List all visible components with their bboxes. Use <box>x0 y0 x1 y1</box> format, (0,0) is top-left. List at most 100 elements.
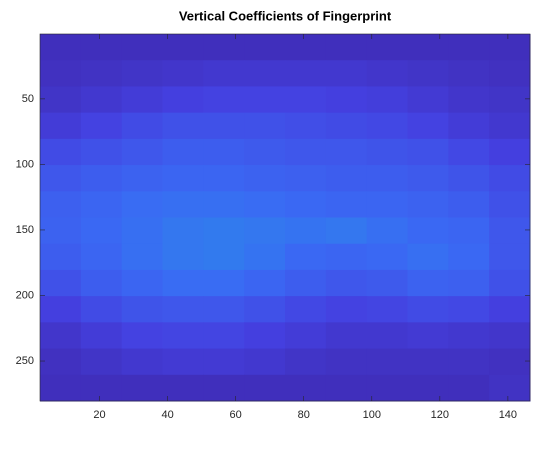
heatmap-cell <box>80 112 123 140</box>
heatmap-cell <box>244 112 286 140</box>
heatmap-cell <box>285 60 327 87</box>
heatmap-cell <box>40 86 82 114</box>
heatmap-cell <box>407 322 449 350</box>
heatmap-cell <box>162 165 204 192</box>
heatmap-cell <box>407 60 449 87</box>
heatmap-cell <box>407 243 449 271</box>
heatmap-cell <box>366 296 408 323</box>
heatmap-cell <box>203 348 245 376</box>
heatmap-cell <box>489 374 531 402</box>
axes: 20 40 60 80 100 120 140 50 100 150 200 250 <box>16 33 531 421</box>
x-tick-label: 60 <box>230 409 242 421</box>
heatmap-cell <box>203 60 245 87</box>
heatmap-cell <box>489 191 531 218</box>
heatmap-cell <box>407 217 449 245</box>
heatmap-cell <box>162 348 204 376</box>
heatmap-cell <box>285 296 327 323</box>
heatmap-cell <box>203 217 245 245</box>
heatmap-cell <box>162 217 204 245</box>
heatmap-cell <box>244 296 286 323</box>
heatmap-cell <box>285 86 327 114</box>
heatmap-cell <box>285 374 327 402</box>
heatmap-cell <box>325 322 368 350</box>
x-tick-label: 40 <box>161 409 173 421</box>
x-tick-label: 20 <box>93 409 105 421</box>
heatmap-cell <box>489 165 531 192</box>
heatmap-cell <box>203 243 245 271</box>
heatmap-cell <box>244 243 286 271</box>
x-tick-label: 120 <box>431 409 449 421</box>
heatmap-cell <box>203 86 245 114</box>
heatmap-cell <box>285 112 327 140</box>
heatmap-cell <box>162 112 204 140</box>
heatmap-cell <box>285 243 327 271</box>
heatmap-cell <box>448 165 490 192</box>
heatmap-cell <box>325 165 368 192</box>
heatmap-cell <box>203 34 245 61</box>
heatmap-cell <box>121 34 163 61</box>
heatmap-cell <box>448 112 490 140</box>
heatmap-cell <box>121 217 163 245</box>
heatmap-cell <box>244 191 286 218</box>
heatmap-cell <box>325 112 368 140</box>
heatmap-cell <box>366 112 408 140</box>
heatmap-cell <box>325 86 368 114</box>
heatmap-cell <box>489 296 531 323</box>
heatmap-cell <box>80 191 123 218</box>
heatmap-cell <box>489 217 531 245</box>
heatmap-cell <box>121 348 163 376</box>
heatmap-cell <box>407 269 449 297</box>
heatmap-cell <box>366 348 408 376</box>
heatmap-cell <box>407 138 449 166</box>
heatmap-cell <box>489 269 531 297</box>
heatmap-cell <box>325 60 368 87</box>
heatmap-cell <box>448 86 490 114</box>
x-tick-label: 140 <box>499 409 517 421</box>
heatmap-cell <box>40 138 82 166</box>
heatmap-cell <box>40 112 82 140</box>
heatmap-cell <box>366 243 408 271</box>
heatmap-cell <box>203 138 245 166</box>
heatmap-cell <box>80 296 123 323</box>
heatmap-cell <box>121 165 163 192</box>
heatmap-cell <box>285 34 327 61</box>
heatmap-cell <box>203 191 245 218</box>
heatmap-cell <box>489 34 531 61</box>
heatmap-cell <box>448 34 490 61</box>
y-tick-label: 200 <box>16 289 34 301</box>
heatmap-cell <box>40 191 82 218</box>
heatmap-cell <box>162 60 204 87</box>
heatmap-cell <box>325 269 368 297</box>
heatmap-cell <box>325 217 368 245</box>
heatmap-cell <box>407 34 449 61</box>
heatmap-cell <box>80 165 123 192</box>
heatmap-cell <box>285 165 327 192</box>
heatmap-cell <box>325 243 368 271</box>
heatmap-cell <box>203 322 245 350</box>
heatmap-cell <box>366 86 408 114</box>
heatmap-cell <box>80 217 123 245</box>
heatmap-cell <box>448 269 490 297</box>
heatmap-cell <box>80 86 123 114</box>
heatmap-cells <box>40 34 531 402</box>
heatmap-cell <box>121 191 163 218</box>
chart-title: Vertical Coefficients of Fingerprint <box>179 8 392 23</box>
heatmap-cell <box>244 34 286 61</box>
y-tick-label: 150 <box>16 224 34 236</box>
heatmap-cell <box>203 296 245 323</box>
heatmap-cell <box>448 296 490 323</box>
heatmap-cell <box>448 322 490 350</box>
y-tick-label: 50 <box>22 93 34 105</box>
heatmap-cell <box>40 322 82 350</box>
heatmap-cell <box>366 34 408 61</box>
heatmap-cell <box>366 138 408 166</box>
heatmap-cell <box>80 138 123 166</box>
heatmap-cell <box>407 296 449 323</box>
heatmap-cell <box>325 348 368 376</box>
heatmap-cell <box>244 60 286 87</box>
heatmap-cell <box>366 60 408 87</box>
heatmap-cell <box>162 34 204 61</box>
y-tick-label: 250 <box>16 355 34 367</box>
heatmap-cell <box>285 191 327 218</box>
heatmap-cell <box>489 243 531 271</box>
